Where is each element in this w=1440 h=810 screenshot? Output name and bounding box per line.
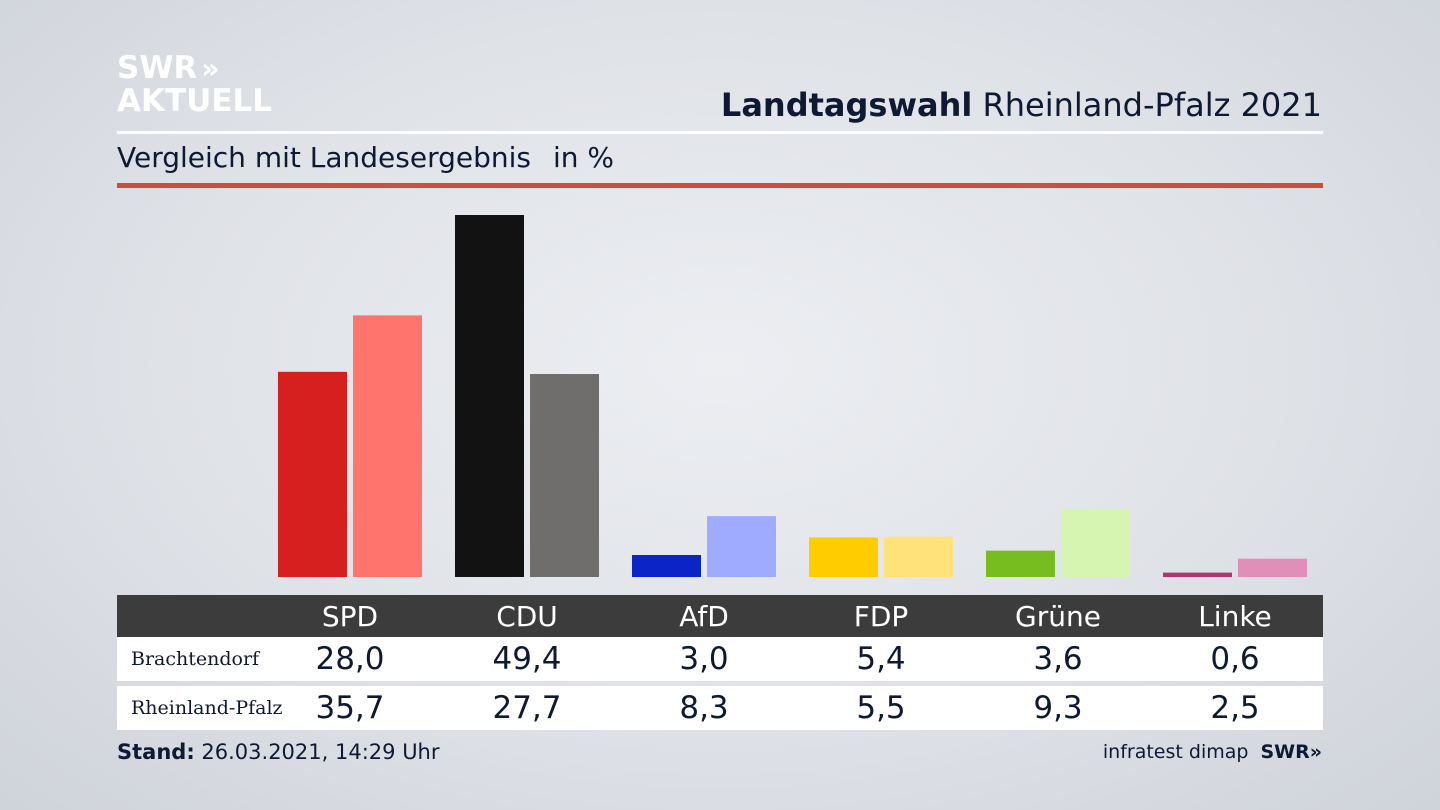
bar-cdu-brachtendorf (455, 215, 524, 577)
header-divider (117, 131, 1323, 134)
title-bold: Landtagswahl (720, 86, 973, 124)
table-row: Brachtendorf 28,0 49,4 3,0 5,4 3,6 0,6 (117, 637, 1323, 681)
swr-footer-logo: SWR» (1260, 741, 1322, 763)
table-header-row: SPD CDU AfD FDP Grüne Linke (117, 595, 1323, 637)
table-cell: 28,0 (315, 641, 385, 677)
source-text: infratest dimap (1102, 741, 1249, 763)
table-cell: 0,6 (1210, 641, 1260, 677)
subtitle-unit: in % (552, 141, 615, 174)
table-cell: 35,7 (315, 690, 385, 726)
subtitle-text: Vergleich mit Landesergebnis (117, 141, 531, 174)
page-title: Landtagswahl Rheinland-Pfalz 2021 (721, 86, 1322, 124)
header-cell-linke: Linke (1198, 599, 1272, 633)
swr-footer-text: SWR (1260, 741, 1310, 763)
source-credit: infratest dimap SWR» (1103, 741, 1322, 763)
swr-chevron-icon: » (1309, 741, 1322, 763)
bar-afd-rheinland-pfalz (707, 516, 776, 577)
logo-line1: SWR (117, 50, 198, 86)
results-table: SPD CDU AfD FDP Grüne Linke Brachtendorf… (117, 595, 1323, 730)
header-cell-spd: SPD (321, 599, 379, 633)
header-cell-fdp: FDP (853, 599, 909, 633)
row-label: Rheinland-Pfalz (131, 697, 283, 719)
timestamp: Stand: 26.03.2021, 14:29 Uhr (117, 740, 440, 764)
table-cell: 3,0 (679, 641, 729, 677)
swr-aktuell-logo: SWR» AKTUELL (117, 52, 272, 118)
bar-gruene-brachtendorf (986, 550, 1055, 577)
table-cell: 5,4 (856, 641, 906, 677)
stand-label: Stand: (117, 740, 195, 764)
logo-line2: AKTUELL (117, 83, 273, 119)
table-cell: 27,7 (492, 690, 562, 726)
header-cell-afd: AfD (679, 599, 729, 633)
bar-gruene-rheinland-pfalz (1061, 508, 1130, 577)
bar-afd-brachtendorf (632, 555, 701, 577)
table-cell: 2,5 (1210, 690, 1260, 726)
table-cell: 49,4 (492, 641, 562, 677)
bar-linke-rheinland-pfalz (1238, 558, 1307, 577)
table-row: Rheinland-Pfalz 35,7 27,7 8,3 5,5 9,3 2,… (117, 686, 1323, 730)
bar-chart (278, 215, 1307, 577)
table-cell: 8,3 (679, 690, 729, 726)
bar-spd-rheinland-pfalz (353, 315, 422, 577)
bar-spd-brachtendorf (278, 371, 347, 577)
bar-fdp-rheinland-pfalz (884, 536, 953, 577)
accent-divider (117, 183, 1323, 188)
row-label: Brachtendorf (131, 648, 260, 670)
title-rest: Rheinland-Pfalz 2021 (982, 86, 1322, 124)
bar-linke-brachtendorf (1163, 572, 1232, 577)
header-cell-cdu: CDU (496, 599, 558, 633)
table-cell: 9,3 (1033, 690, 1083, 726)
header-cell-gruene: Grüne (1015, 599, 1101, 633)
bar-fdp-brachtendorf (809, 537, 878, 577)
bar-cdu-rheinland-pfalz (530, 374, 599, 577)
stand-value: 26.03.2021, 14:29 Uhr (201, 740, 440, 764)
chart-subtitle: Vergleich mit Landesergebnis in % (117, 141, 614, 174)
table-cell: 5,5 (856, 690, 906, 726)
logo-chevron-icon: » (201, 52, 219, 85)
table-cell: 3,6 (1033, 641, 1083, 677)
